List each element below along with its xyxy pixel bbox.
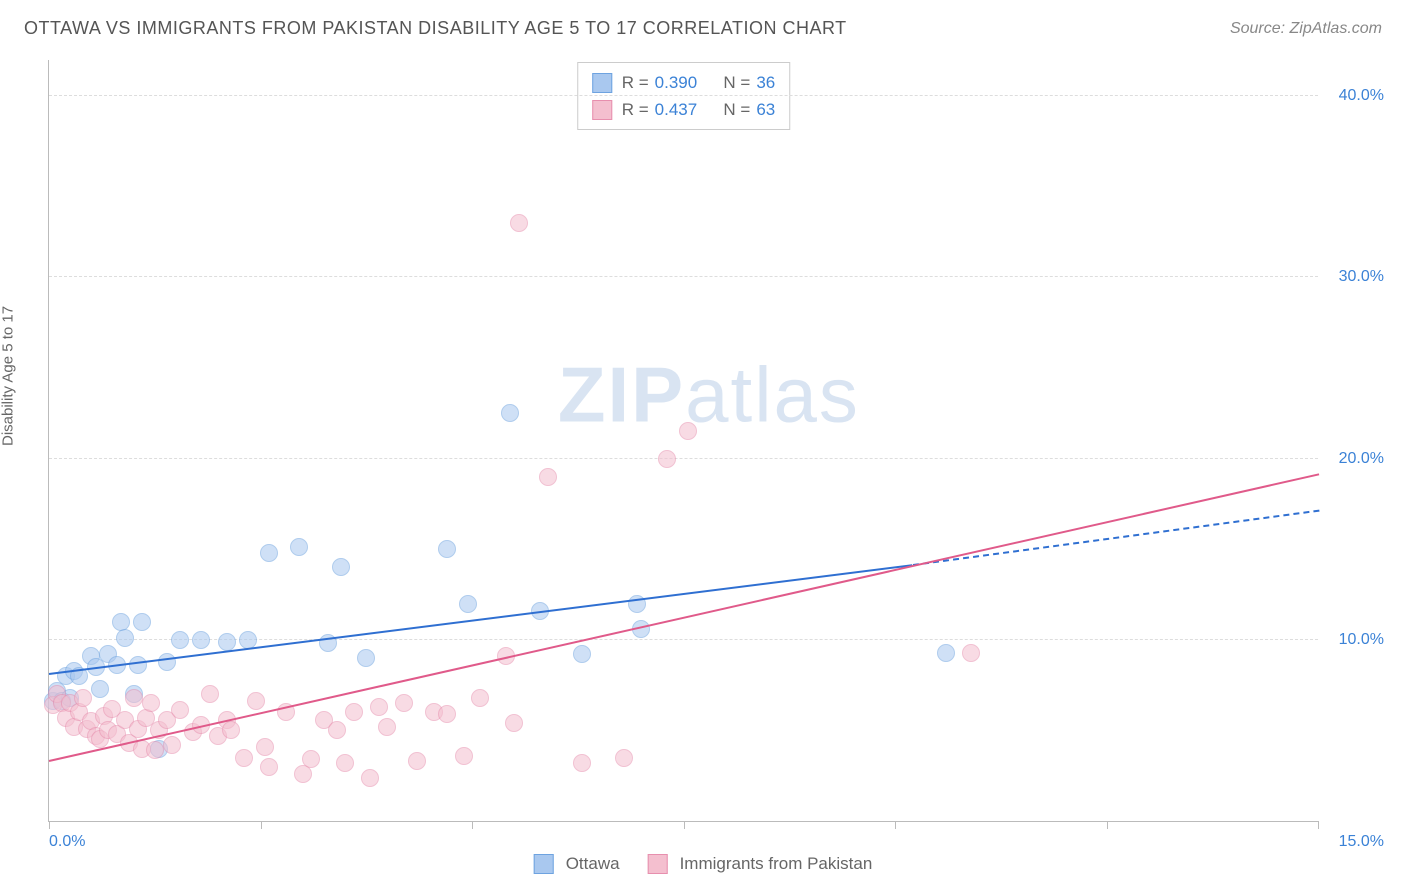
legend-item: Ottawa <box>534 854 620 874</box>
legend-swatch <box>648 854 668 874</box>
legend-item: Immigrants from Pakistan <box>648 854 873 874</box>
data-point <box>116 629 134 647</box>
x-tick <box>49 821 50 829</box>
data-point <box>129 656 147 674</box>
legend-label: Ottawa <box>566 854 620 874</box>
data-point <box>332 558 350 576</box>
data-point <box>395 694 413 712</box>
x-tick <box>1318 821 1319 829</box>
legend-r-value: 0.437 <box>655 96 698 123</box>
data-point <box>142 694 160 712</box>
data-point <box>378 718 396 736</box>
data-point <box>573 754 591 772</box>
chart-header: OTTAWA VS IMMIGRANTS FROM PAKISTAN DISAB… <box>0 0 1406 49</box>
legend-row: R = 0.437 N = 63 <box>592 96 776 123</box>
x-tick-label: 0.0% <box>49 833 85 851</box>
data-point <box>302 750 320 768</box>
legend-r-value: 0.390 <box>655 69 698 96</box>
x-tick <box>684 821 685 829</box>
data-point <box>510 214 528 232</box>
data-point <box>539 468 557 486</box>
data-point <box>146 741 164 759</box>
gridline <box>49 276 1318 277</box>
data-point <box>615 749 633 767</box>
data-point <box>370 698 388 716</box>
data-point <box>455 747 473 765</box>
data-point <box>471 689 489 707</box>
data-point <box>459 595 477 613</box>
data-point <box>290 538 308 556</box>
legend-swatch <box>534 854 554 874</box>
y-tick-label: 40.0% <box>1339 87 1384 105</box>
data-point <box>91 680 109 698</box>
legend-n-label: N = <box>723 96 750 123</box>
data-point <box>937 644 955 662</box>
data-point <box>501 404 519 422</box>
data-point <box>336 754 354 772</box>
legend-r-label: R = <box>622 69 649 96</box>
trend-line <box>49 474 1319 763</box>
data-point <box>218 633 236 651</box>
data-point <box>158 653 176 671</box>
chart-title: OTTAWA VS IMMIGRANTS FROM PAKISTAN DISAB… <box>24 18 847 39</box>
data-point <box>192 631 210 649</box>
legend-swatch <box>592 100 612 120</box>
data-point <box>345 703 363 721</box>
gridline <box>49 458 1318 459</box>
y-tick-label: 30.0% <box>1339 268 1384 286</box>
y-axis-label: Disability Age 5 to 17 <box>0 306 17 446</box>
data-point <box>235 749 253 767</box>
data-point <box>328 721 346 739</box>
legend-n-label: N = <box>723 69 750 96</box>
y-tick-label: 20.0% <box>1339 450 1384 468</box>
source-attribution: Source: ZipAtlas.com <box>1230 20 1382 38</box>
data-point <box>357 649 375 667</box>
data-point <box>256 738 274 756</box>
x-tick-label: 15.0% <box>1339 833 1384 851</box>
legend-row: R = 0.390 N = 36 <box>592 69 776 96</box>
data-point <box>133 613 151 631</box>
legend-label: Immigrants from Pakistan <box>680 854 873 874</box>
data-point <box>438 705 456 723</box>
x-tick <box>1107 821 1108 829</box>
gridline <box>49 95 1318 96</box>
data-point <box>163 736 181 754</box>
x-tick <box>472 821 473 829</box>
legend-r-label: R = <box>622 96 649 123</box>
y-tick-label: 10.0% <box>1339 631 1384 649</box>
scatter-chart: R = 0.390 N = 36R = 0.437 N = 63 ZIPatla… <box>48 60 1318 822</box>
legend-n-value: 63 <box>756 96 775 123</box>
data-point <box>112 613 130 631</box>
source-name: ZipAtlas.com <box>1290 20 1382 37</box>
data-point <box>505 714 523 732</box>
legend-swatch <box>592 73 612 93</box>
data-point <box>260 758 278 776</box>
data-point <box>408 752 426 770</box>
watermark: ZIPatlas <box>558 349 860 440</box>
x-tick <box>895 821 896 829</box>
data-point <box>361 769 379 787</box>
source-prefix: Source: <box>1230 20 1290 37</box>
legend-n-value: 36 <box>756 69 775 96</box>
data-point <box>171 631 189 649</box>
data-point <box>171 701 189 719</box>
data-point <box>438 540 456 558</box>
data-point <box>573 645 591 663</box>
data-point <box>125 689 143 707</box>
data-point <box>222 721 240 739</box>
data-point <box>962 644 980 662</box>
trend-line <box>49 564 913 675</box>
data-point <box>658 450 676 468</box>
data-point <box>679 422 697 440</box>
data-point <box>260 544 278 562</box>
data-point <box>247 692 265 710</box>
series-legend: Ottawa Immigrants from Pakistan <box>534 854 873 874</box>
data-point <box>201 685 219 703</box>
x-tick <box>261 821 262 829</box>
data-point <box>74 689 92 707</box>
